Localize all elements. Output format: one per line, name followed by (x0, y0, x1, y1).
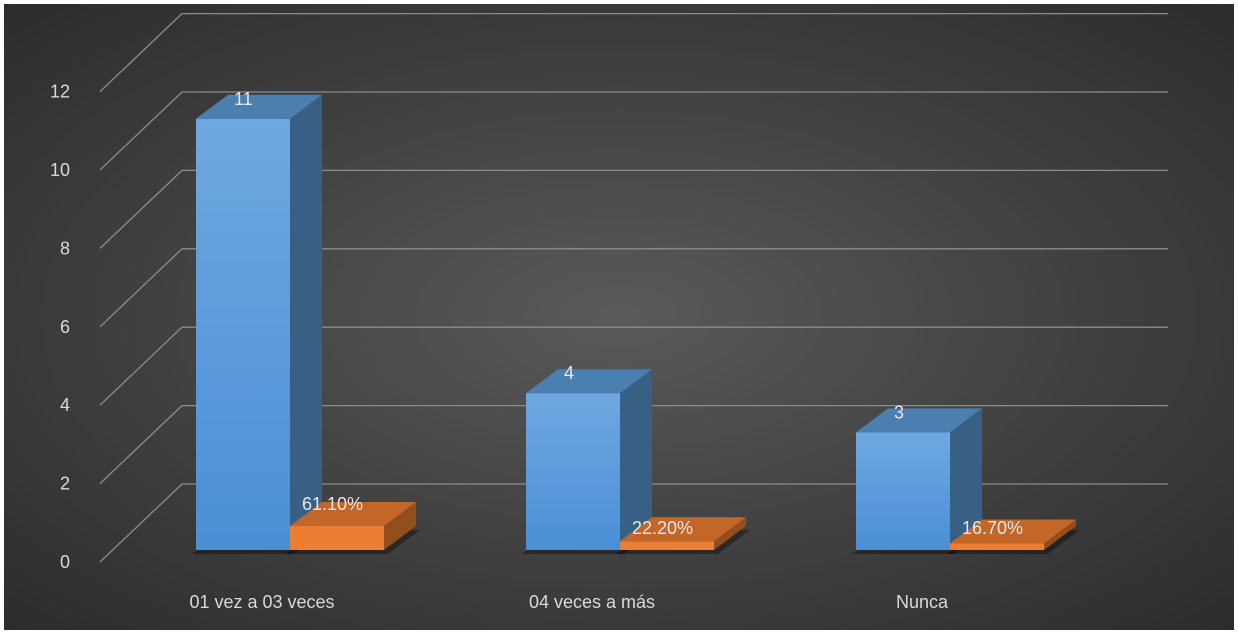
data-label-count: 11 (234, 89, 253, 109)
y-tick-label: 2 (60, 474, 70, 494)
data-label-percentage: 61.10% (302, 494, 363, 514)
y-tick-label: 0 (60, 552, 70, 572)
bar-front (526, 393, 620, 550)
bar-side (290, 94, 322, 551)
bar-side (620, 369, 652, 550)
bar-front (290, 526, 384, 550)
bar-top (950, 519, 1076, 544)
bar-percentage (286, 502, 420, 554)
bar-front (950, 543, 1044, 550)
bar-side (950, 408, 982, 550)
bar-count (192, 94, 326, 554)
bar-top (526, 369, 652, 394)
bar-side (714, 517, 746, 550)
bar-chart: 0 2 4 6 8 10 12 11 61.10% 01 vez a 03 veces 4 22.20… (50, 12, 1168, 612)
gridline-side (99, 91, 183, 171)
bar-percentage (616, 517, 750, 554)
bar-side (384, 502, 416, 550)
chart-area: 0 2 4 6 8 10 12 11 61.10% 01 vez a 03 veces 4 22.20… (4, 4, 1234, 630)
gridline-side (99, 13, 183, 93)
gridline-side (99, 405, 183, 485)
bar-top (856, 408, 982, 433)
x-category-label: Nunca (896, 592, 949, 612)
y-tick-label: 10 (50, 160, 70, 180)
bar-front (196, 118, 290, 551)
gridline-side (99, 248, 183, 328)
bar-side (1044, 519, 1076, 550)
y-tick-label: 4 (60, 395, 70, 415)
y-tick-label: 12 (50, 82, 70, 102)
bar-front (856, 432, 950, 550)
data-label-count: 3 (894, 402, 904, 422)
y-tick-label: 6 (60, 317, 70, 337)
bar-top (290, 502, 416, 527)
bar-front (620, 541, 714, 550)
x-category-label: 04 veces a más (529, 592, 655, 612)
x-category-label: 01 vez a 03 veces (189, 592, 334, 612)
bar-percentage (946, 519, 1080, 554)
data-label-count: 4 (564, 363, 574, 383)
gridline-side (99, 169, 183, 249)
bar-top (620, 517, 746, 542)
y-tick-label: 8 (60, 238, 70, 258)
data-label-percentage: 22.20% (632, 518, 693, 538)
bar-count (522, 369, 656, 554)
gridline-side (99, 483, 183, 563)
bar-top (196, 94, 322, 119)
gridline-side (99, 326, 183, 406)
data-label-percentage: 16.70% (962, 518, 1023, 538)
